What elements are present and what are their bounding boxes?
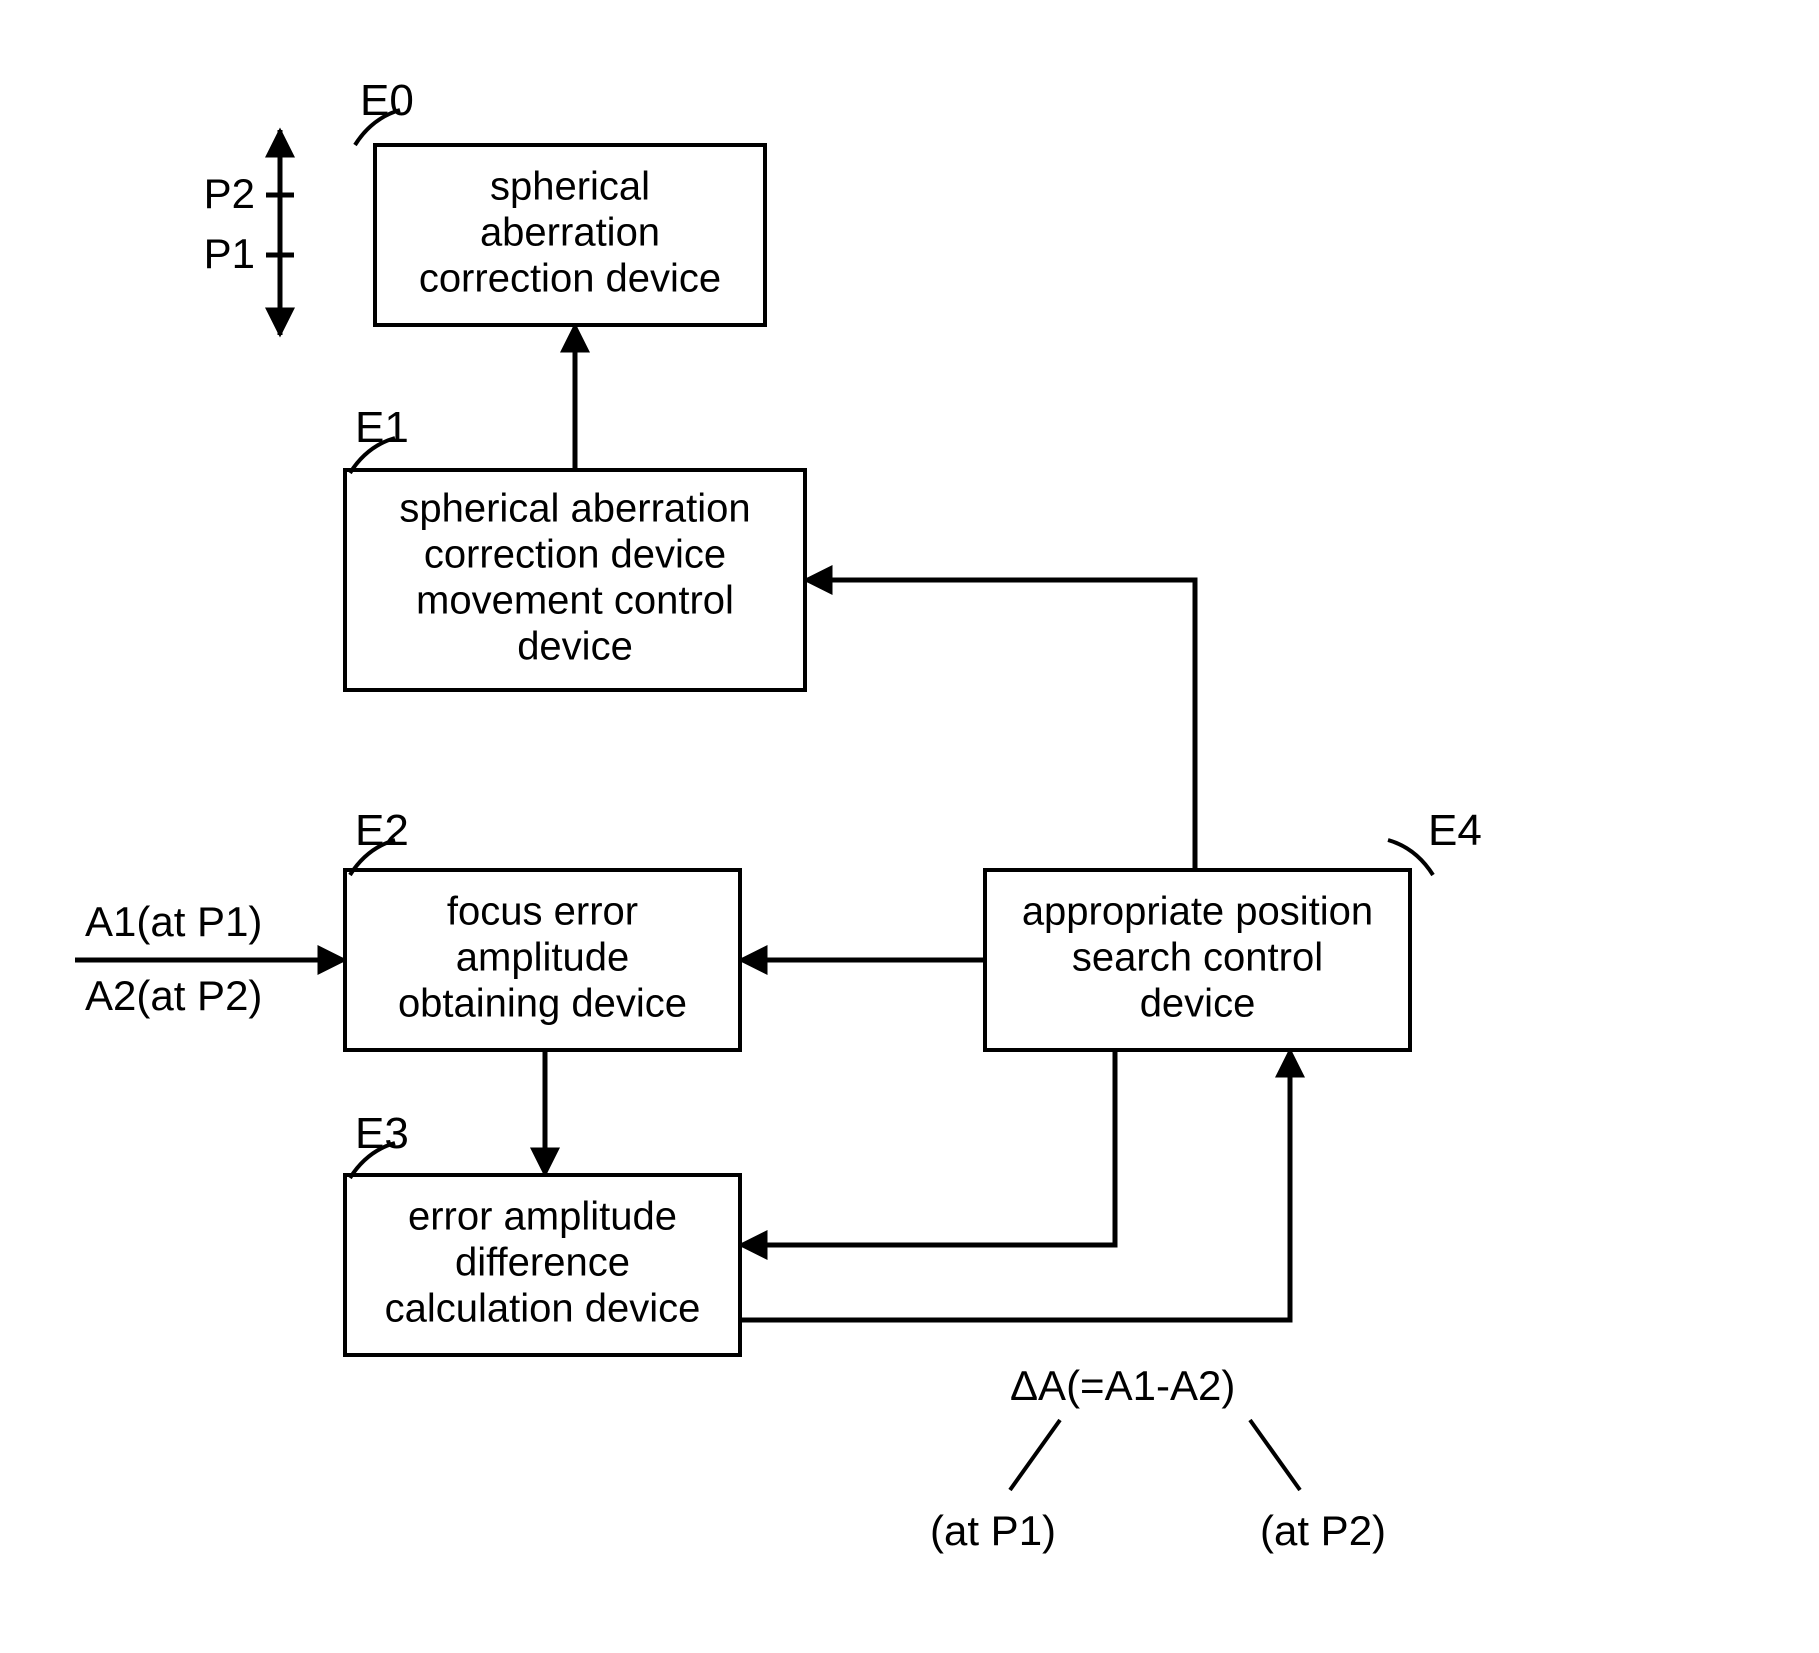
node-E0-tag: E0 <box>360 76 414 125</box>
position-axis-label-P1: P1 <box>204 230 255 277</box>
node-E2: focus erroramplitudeobtaining device E2 <box>345 806 740 1050</box>
delta-leader-1 <box>1250 1420 1300 1490</box>
node-E4-label-line-2: device <box>1140 982 1256 1026</box>
node-E4-label-line-0: appropriate position <box>1022 890 1373 934</box>
input-label-A1: A1(at P1) <box>85 898 262 945</box>
delta-leader-0 <box>1010 1420 1060 1490</box>
node-E2-label-line-0: focus error <box>447 890 638 934</box>
delta-label-sub2: (at P2) <box>1260 1507 1386 1554</box>
node-E0: sphericalaberrationcorrection device E0 <box>355 76 765 325</box>
node-E3-label-line-0: error amplitude <box>408 1195 677 1239</box>
edge-e_E4_E3 <box>740 1050 1115 1245</box>
delta-label-sub1: (at P1) <box>930 1507 1056 1554</box>
node-E1-label-line-2: movement control <box>416 579 734 623</box>
node-E1-label-line-1: correction device <box>424 533 726 577</box>
node-E3-label-line-1: difference <box>455 1241 630 1285</box>
node-E2-tag: E2 <box>355 806 409 855</box>
node-E0-label-line-1: aberration <box>480 211 660 255</box>
node-E3-label-line-2: calculation device <box>385 1287 701 1331</box>
node-E3-tag: E3 <box>355 1109 409 1158</box>
node-E4-label-line-1: search control <box>1072 936 1323 980</box>
node-E1-label-line-3: device <box>517 625 633 669</box>
node-E4: appropriate positionsearch controldevice… <box>985 806 1482 1050</box>
input-label-A2: A2(at P2) <box>85 972 262 1019</box>
edge-e_E4_E1 <box>805 580 1195 870</box>
position-axis-label-P2: P2 <box>204 170 255 217</box>
node-E2-label-line-1: amplitude <box>456 936 629 980</box>
node-E1-label-line-0: spherical aberration <box>399 487 750 531</box>
node-E4-tag: E4 <box>1428 806 1482 855</box>
delta-label-main: ΔA(=A1-A2) <box>1010 1362 1235 1409</box>
node-E2-label-line-2: obtaining device <box>398 982 687 1026</box>
node-E0-label-line-0: spherical <box>490 165 650 209</box>
edge-e_E3_E4 <box>740 1050 1290 1320</box>
node-E0-label-line-2: correction device <box>419 257 721 301</box>
